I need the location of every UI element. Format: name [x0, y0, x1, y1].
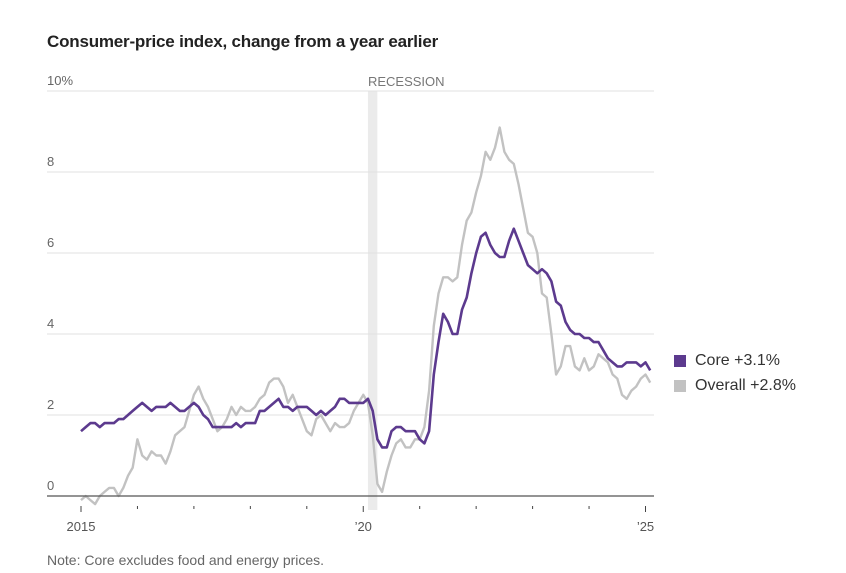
chart-title: Consumer-price index, change from a year… [47, 32, 438, 51]
y-tick-label: 0 [47, 478, 54, 493]
recession-band-group: RECESSION [367, 74, 445, 510]
legend-label-core: Core +3.1% [695, 351, 780, 369]
x-axis: 2015 ’20 ’25 [47, 495, 654, 534]
recession-band [367, 91, 378, 510]
series-lines [80, 126, 652, 506]
recession-label: RECESSION [368, 74, 445, 89]
chart-note: Note: Core excludes food and energy pric… [47, 552, 325, 568]
x-tick-label: 2015 [67, 519, 96, 534]
x-tick-label: ’25 [637, 519, 654, 534]
legend-swatch-overall [674, 379, 686, 392]
legend-item-overall: Overall +2.8% [674, 373, 796, 398]
y-tick-label: 6 [47, 235, 54, 250]
y-tick-label: 4 [47, 316, 54, 331]
legend: Core +3.1% Overall +2.8% [674, 348, 796, 398]
y-tick-label: 10% [47, 73, 73, 88]
legend-label-overall: Overall +2.8% [695, 376, 796, 394]
gridlines [47, 90, 654, 416]
y-axis-labels: 0 2 4 6 8 10% [47, 73, 73, 493]
legend-item-core: Core +3.1% [674, 348, 796, 373]
legend-swatch-core [674, 354, 686, 367]
series-line-overall [80, 126, 652, 506]
y-tick-label: 8 [47, 154, 54, 169]
series-line-core [80, 227, 652, 449]
x-tick-label: ’20 [355, 519, 372, 534]
y-tick-label: 2 [47, 397, 54, 412]
